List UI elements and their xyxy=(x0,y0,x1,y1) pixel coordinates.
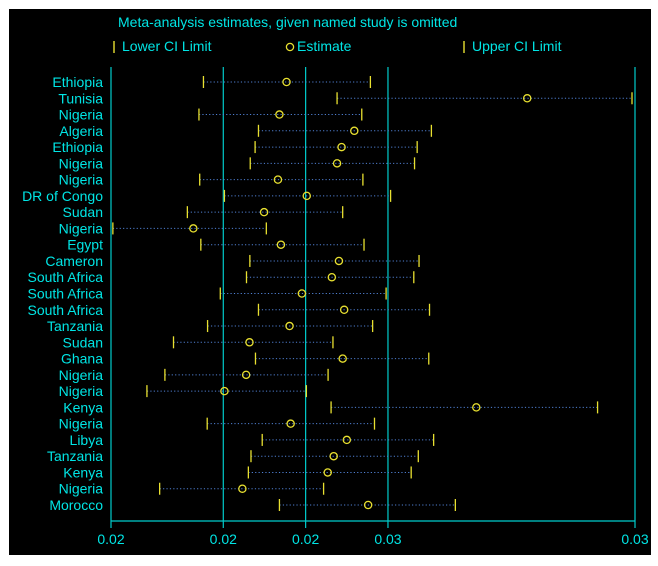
study-row: Sudan xyxy=(63,204,344,220)
study-label: Nigeria xyxy=(59,107,104,123)
legend-estimate-label: Estimate xyxy=(297,38,352,54)
estimate-marker xyxy=(259,207,269,217)
study-row: Nigeria xyxy=(59,155,416,171)
study-row: Libya xyxy=(70,432,435,448)
study-row: Algeria xyxy=(59,123,433,139)
axes xyxy=(110,67,636,522)
study-label: Ethiopia xyxy=(52,74,103,90)
chart-title: Meta-analysis estimates, given named stu… xyxy=(118,14,457,30)
estimate-marker xyxy=(334,256,344,266)
estimate-marker xyxy=(189,224,198,233)
study-row: Egypt xyxy=(67,237,365,253)
study-row: Ethiopia xyxy=(52,74,372,90)
plot-background xyxy=(9,9,651,555)
legend-estimate-marker xyxy=(285,42,295,52)
estimate-marker xyxy=(339,305,349,315)
estimate-marker xyxy=(323,468,332,477)
study-row: Ethiopia xyxy=(52,139,418,155)
study-row: Morocco xyxy=(49,497,456,513)
study-row: Nigeria xyxy=(59,416,376,432)
study-row: Tanzania xyxy=(47,318,374,334)
estimate-marker xyxy=(275,110,284,119)
study-label: Sudan xyxy=(63,334,103,350)
estimate-marker xyxy=(342,435,352,445)
study-row: Nigeria xyxy=(59,367,329,383)
study-row: Nigeria xyxy=(59,481,325,497)
study-row: Nigeria xyxy=(59,107,363,123)
estimate-marker xyxy=(297,289,307,298)
study-row: South Africa xyxy=(28,269,415,285)
study-row: Tanzania xyxy=(47,448,419,464)
estimate-marker xyxy=(327,272,337,282)
study-row: South Africa xyxy=(28,302,431,318)
study-row: Sudan xyxy=(63,334,334,350)
study-label: Cameron xyxy=(45,253,103,269)
study-label: Nigeria xyxy=(59,416,104,432)
study-label: Nigeria xyxy=(59,383,104,399)
estimate-marker xyxy=(329,451,338,461)
study-label: Nigeria xyxy=(59,155,104,171)
study-row: South Africa xyxy=(28,286,387,302)
estimate-marker xyxy=(337,142,346,152)
study-label: Tanzania xyxy=(47,448,103,464)
estimate-marker xyxy=(285,321,294,331)
estimate-marker xyxy=(276,240,286,249)
x-axis-ticks: 0.02 0.02 0.02 0.03 0.03 xyxy=(97,521,649,547)
legend-upper-label: Upper CI Limit xyxy=(472,38,562,54)
estimate-marker xyxy=(273,175,283,184)
study-row: Tunisia xyxy=(58,90,633,106)
estimate-marker xyxy=(241,370,251,380)
study-label: DR of Congo xyxy=(22,188,103,204)
study-label: South Africa xyxy=(28,286,104,302)
study-label: South Africa xyxy=(28,269,104,285)
study-label: Egypt xyxy=(67,237,103,253)
estimate-marker xyxy=(220,386,229,396)
study-label: Ghana xyxy=(61,351,103,367)
study-row: Kenya xyxy=(63,399,599,415)
legend-lower-label: Lower CI Limit xyxy=(122,38,212,54)
study-rows: EthiopiaTunisiaNigeriaAlgeriaEthiopiaNig… xyxy=(22,74,633,513)
legend: Lower CI Limit Estimate Upper CI Limit xyxy=(113,38,562,54)
study-label: Tunisia xyxy=(58,90,103,106)
estimate-marker xyxy=(472,403,481,412)
study-label: Ethiopia xyxy=(52,139,103,155)
study-label: Sudan xyxy=(63,204,103,220)
estimate-marker xyxy=(286,419,295,428)
study-label: South Africa xyxy=(28,302,104,318)
x-tick-label: 0.03 xyxy=(621,531,648,547)
study-label: Nigeria xyxy=(59,172,104,188)
study-label: Nigeria xyxy=(59,367,104,383)
study-label: Algeria xyxy=(59,123,103,139)
estimate-marker xyxy=(238,484,247,493)
estimate-marker xyxy=(302,191,312,201)
study-row: Nigeria xyxy=(59,220,267,236)
x-tick-label: 0.02 xyxy=(292,531,319,547)
estimate-marker xyxy=(350,126,359,136)
study-row: Cameron xyxy=(45,253,420,269)
estimate-marker xyxy=(245,338,254,347)
study-row: DR of Congo xyxy=(22,188,392,204)
estimate-marker xyxy=(363,500,373,510)
study-row: Kenya xyxy=(63,464,412,480)
x-tick-label: 0.02 xyxy=(210,531,237,547)
study-label: Nigeria xyxy=(59,481,104,497)
estimate-marker xyxy=(282,77,291,87)
estimate-marker xyxy=(522,94,532,103)
study-label: Libya xyxy=(70,432,104,448)
study-row: Nigeria xyxy=(59,172,364,188)
study-row: Ghana xyxy=(61,351,430,367)
study-row: Nigeria xyxy=(59,383,308,399)
study-label: Kenya xyxy=(63,399,103,415)
x-tick-label: 0.02 xyxy=(97,531,124,547)
x-tick-label: 0.03 xyxy=(374,531,401,547)
study-label: Morocco xyxy=(49,497,103,513)
study-label: Nigeria xyxy=(59,220,104,236)
study-label: Tanzania xyxy=(47,318,103,334)
study-label: Kenya xyxy=(63,464,103,480)
estimate-marker xyxy=(332,159,342,168)
estimate-marker xyxy=(338,354,347,363)
